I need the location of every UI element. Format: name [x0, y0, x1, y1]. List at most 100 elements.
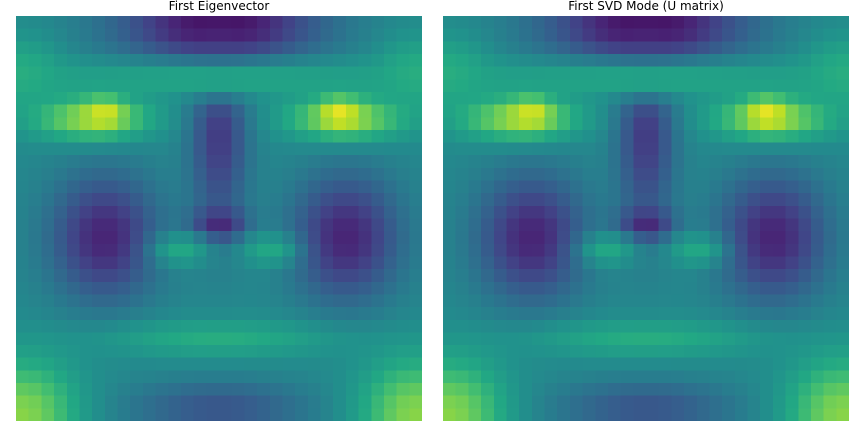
heatmap-cell	[671, 218, 685, 232]
heatmap-cell	[320, 345, 334, 359]
heatmap-cell	[455, 142, 469, 156]
heatmap-cell	[709, 117, 723, 131]
heatmap-cell	[607, 155, 622, 169]
heatmap-cell	[168, 345, 182, 359]
heatmap-cell	[785, 180, 799, 194]
heatmap-cell	[569, 53, 584, 68]
heatmap-cell	[41, 345, 55, 359]
heatmap-cell	[633, 332, 647, 346]
heatmap-cell	[79, 319, 93, 334]
heatmap-cell	[506, 104, 520, 118]
heatmap-cell	[607, 28, 622, 42]
heatmap-cell	[130, 129, 144, 144]
heatmap-cell	[671, 205, 685, 220]
heatmap-cell	[443, 53, 457, 68]
heatmap-cell	[734, 218, 749, 232]
heatmap-cell	[646, 129, 660, 144]
heatmap-cell	[772, 167, 787, 182]
heatmap-cell	[244, 129, 258, 144]
heatmap-cell	[383, 294, 398, 308]
heatmap-cell	[358, 66, 372, 80]
heatmap-cell	[371, 408, 385, 421]
heatmap-cell	[455, 408, 469, 421]
heatmap-cell	[345, 319, 360, 334]
heatmap-cell	[620, 294, 634, 308]
heatmap-cell	[206, 66, 220, 80]
heatmap-cell	[396, 231, 410, 245]
heatmap-cell	[468, 218, 482, 232]
heatmap-cell	[519, 91, 533, 106]
heatmap-cell	[295, 205, 309, 220]
heatmap-cell	[443, 319, 457, 334]
heatmap-cell	[506, 66, 520, 80]
heatmap-cell	[544, 193, 558, 207]
heatmap-cell	[747, 129, 761, 144]
heatmap-cell	[41, 218, 55, 232]
heatmap-cell	[810, 357, 825, 371]
heatmap-cell	[531, 357, 546, 371]
heatmap-cell	[282, 167, 296, 182]
heatmap-cell	[544, 41, 558, 55]
heatmap-cell	[722, 155, 736, 169]
heatmap-cell	[371, 28, 385, 42]
heatmap-cell	[371, 180, 385, 194]
heatmap-cell	[607, 370, 622, 384]
heatmap-cell	[785, 142, 799, 156]
heatmap-cell	[760, 231, 774, 245]
heatmap-cell	[66, 193, 81, 207]
heatmap-cell	[772, 357, 787, 371]
heatmap-cell	[481, 345, 495, 359]
heatmap-cell	[206, 142, 220, 156]
heatmap-cell	[607, 395, 622, 409]
heatmap-cell	[633, 243, 647, 258]
heatmap-cell	[810, 281, 825, 296]
heatmap-cell	[468, 91, 482, 106]
heatmap-cell	[557, 408, 571, 421]
heatmap-cell	[54, 332, 68, 346]
heatmap-cell	[358, 294, 372, 308]
heatmap-cell	[168, 193, 182, 207]
heatmap-cell	[455, 383, 469, 397]
heatmap-cell	[836, 256, 849, 270]
heatmap-cell	[193, 155, 207, 169]
heatmap-cell	[823, 66, 837, 80]
heatmap-cell	[155, 155, 169, 169]
heatmap-cell	[142, 79, 157, 93]
heatmap-cell	[798, 53, 812, 68]
heatmap-cell	[557, 294, 571, 308]
heatmap-cell	[798, 357, 812, 371]
heatmap-cell	[569, 307, 584, 321]
heatmap-cell	[544, 243, 558, 258]
heatmap-cell	[646, 193, 660, 207]
heatmap-cell	[28, 218, 42, 232]
heatmap-cell	[760, 180, 774, 194]
heatmap-cell	[168, 294, 182, 308]
heatmap-cell	[595, 218, 609, 232]
heatmap-cell	[231, 231, 245, 245]
heatmap-cell	[66, 205, 81, 220]
heatmap-cell	[658, 243, 672, 258]
heatmap-cell	[117, 281, 131, 296]
heatmap-cell	[734, 256, 749, 270]
heatmap-cell	[481, 319, 495, 334]
heatmap-cell	[646, 231, 660, 245]
heatmap-cell	[646, 345, 660, 359]
heatmap-cell	[244, 104, 258, 118]
heatmap-cell	[295, 256, 309, 270]
heatmap-cell	[92, 91, 106, 106]
heatmap-cell	[785, 332, 799, 346]
heatmap-cell	[142, 294, 157, 308]
heatmap-cell	[798, 395, 812, 409]
heatmap-cell	[658, 142, 672, 156]
heatmap-cell	[607, 41, 622, 55]
heatmap-cell	[531, 345, 546, 359]
eigenvector-panel: First Eigenvector	[16, 0, 422, 432]
heatmap-cell	[455, 16, 469, 30]
heatmap-cell	[760, 408, 774, 421]
heatmap-cell	[455, 66, 469, 80]
heatmap-cell	[396, 167, 410, 182]
heatmap-cell	[582, 193, 596, 207]
heatmap-cell	[595, 41, 609, 55]
heatmap-cell	[155, 28, 169, 42]
heatmap-cell	[333, 193, 347, 207]
